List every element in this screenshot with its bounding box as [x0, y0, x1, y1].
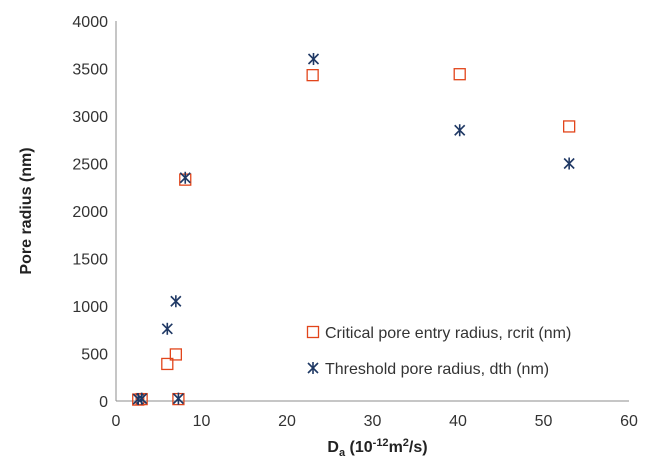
legend-entry: Threshold pore radius, dth (nm)	[325, 361, 549, 378]
legend-marker	[307, 362, 319, 374]
x-tick-label: 60	[620, 413, 638, 430]
y-tick-label: 4000	[72, 14, 108, 31]
x-tick-label: 50	[535, 413, 553, 430]
data-point	[161, 322, 173, 335]
x-axis-title: Da (10-12m2/s)	[327, 437, 427, 459]
x-tick-label: 40	[449, 413, 467, 430]
x-tick-label: 0	[112, 413, 121, 430]
data-point	[563, 157, 575, 170]
x-axis-label: Da (10-12m2/s)	[327, 437, 427, 459]
series-1	[132, 68, 576, 406]
axes	[115, 21, 629, 402]
data-point	[179, 171, 191, 184]
data-point	[169, 348, 183, 361]
data-point	[454, 124, 466, 137]
data-point	[136, 392, 148, 405]
y-tick-label: 2500	[72, 157, 108, 174]
y-tick-label: 3000	[72, 109, 108, 126]
legend-entry: Critical pore entry radius, rcrit (nm)	[325, 325, 571, 342]
y-axis-label: Pore radius (nm)	[18, 147, 35, 274]
legend: Critical pore entry radius, rcrit (nm) Th…	[306, 325, 571, 378]
data-points	[132, 53, 576, 406]
y-tick-label: 0	[99, 394, 108, 411]
data-point	[161, 357, 174, 371]
y-tick-labels: 0 500 1000 1500 2000 2500 3000 3500 4000	[72, 14, 108, 411]
y-tick-label: 3500	[72, 62, 108, 79]
y-tick-label: 1000	[72, 299, 108, 316]
x-tick-label: 30	[364, 413, 382, 430]
data-point	[172, 392, 184, 405]
y-tick-label: 2000	[72, 204, 108, 221]
y-tick-label: 500	[81, 347, 108, 364]
data-point	[453, 68, 466, 81]
x-tick-labels: 0 10 20 30 40 50 60	[112, 413, 638, 430]
data-point	[306, 69, 319, 82]
legend-marker	[306, 325, 320, 339]
x-tick-label: 20	[278, 413, 296, 430]
y-tick-label: 1500	[72, 252, 108, 269]
y-axis-title: Pore radius (nm)	[18, 147, 35, 274]
data-point	[170, 295, 182, 308]
series-2	[132, 53, 575, 406]
data-point	[307, 53, 320, 65]
data-point	[563, 120, 576, 133]
x-tick-label: 10	[193, 413, 211, 430]
